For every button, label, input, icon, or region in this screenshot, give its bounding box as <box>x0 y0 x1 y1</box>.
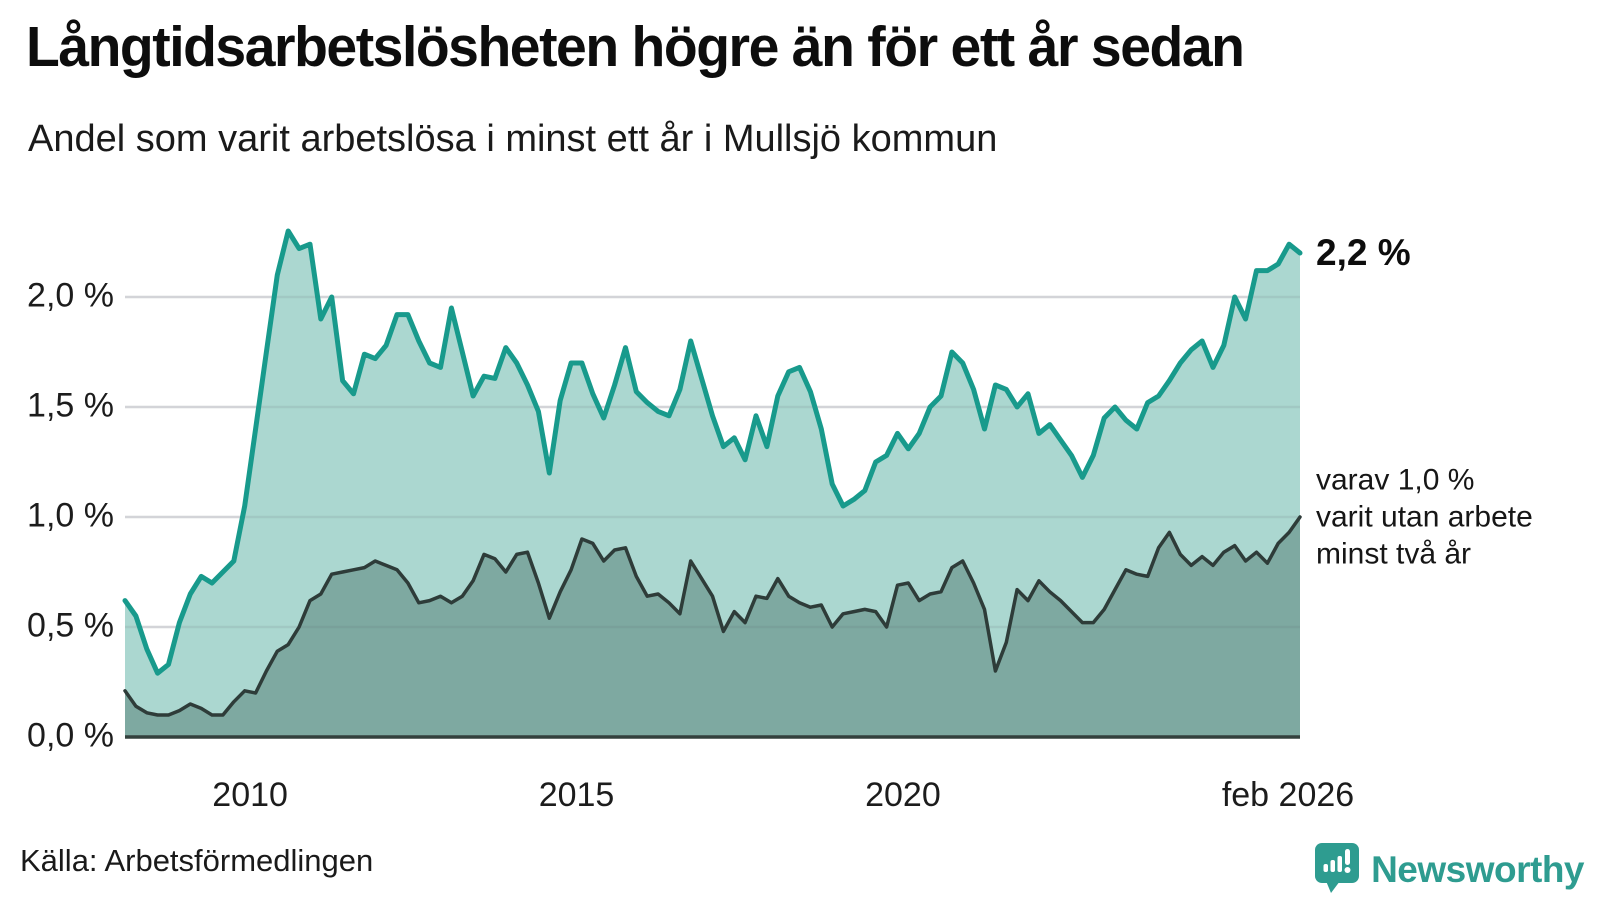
y-tick-label: 1,5 % <box>27 386 114 425</box>
y-tick-label: 2,0 % <box>27 276 114 315</box>
source-note: Källa: Arbetsförmedlingen <box>20 843 374 878</box>
x-tick-label: 2020 <box>865 776 941 814</box>
two-year-annotation: varav 1,0 % varit utan arbete minst två … <box>1316 462 1533 573</box>
x-tick-label: 2015 <box>538 776 615 814</box>
y-tick-label: 1,0 % <box>27 496 114 535</box>
annotation-line: varit utan arbete <box>1316 500 1533 534</box>
y-tick-label: 0,5 % <box>27 606 114 645</box>
page-title: Långtidsarbetslösheten högre än för ett … <box>26 15 1245 79</box>
annotation-line: varav 1,0 % <box>1316 463 1475 497</box>
page-subtitle: Andel som varit arbetslösa i minst ett å… <box>28 118 998 160</box>
x-tick-label: feb 2026 <box>1221 776 1355 814</box>
y-tick-label: 0,0 % <box>27 716 114 755</box>
newsworthy-logo: Newsworthy <box>1313 840 1584 899</box>
newsworthy-bubble-chart-icon <box>1313 840 1361 899</box>
brand-name: Newsworthy <box>1371 848 1584 890</box>
latest-value-label: 2,2 % <box>1316 232 1411 273</box>
annotation-line: minst två år <box>1316 537 1472 571</box>
x-tick-label: 2010 <box>212 776 288 814</box>
